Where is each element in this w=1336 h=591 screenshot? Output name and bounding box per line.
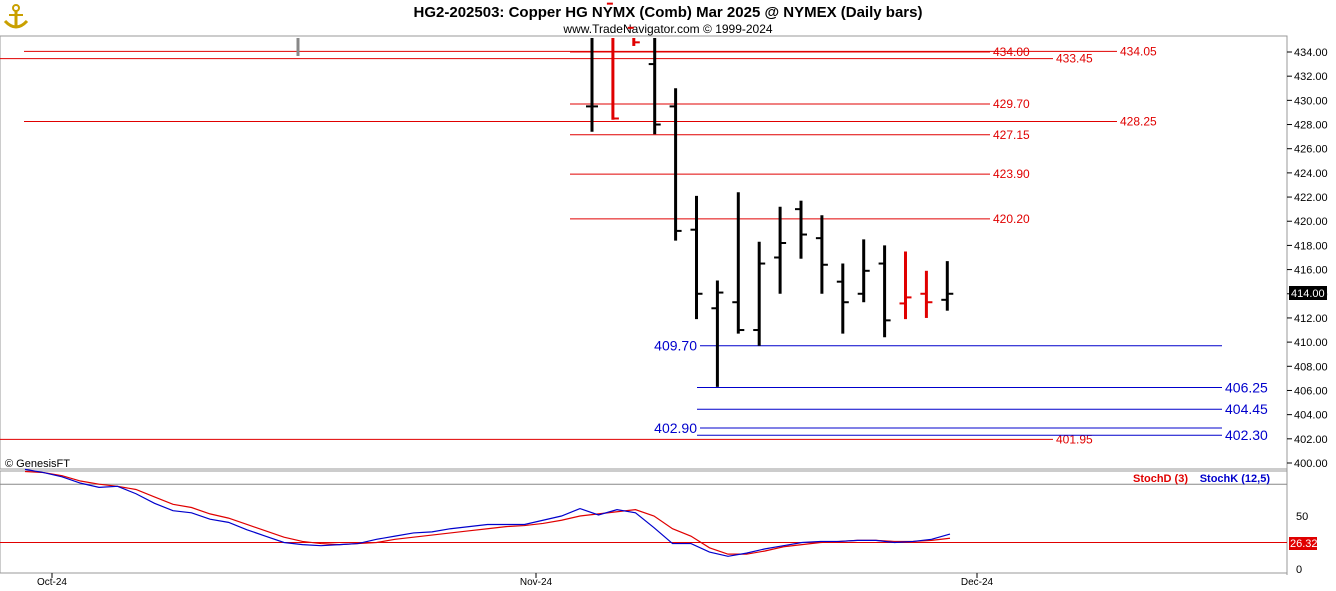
anchor-icon: [3, 4, 29, 29]
resistance-label: 433.45: [1056, 52, 1093, 66]
time-tick-label: Nov-24: [520, 577, 553, 588]
indicator-panel-frame: [0, 470, 1288, 574]
price-tick-label: 434.00: [1294, 47, 1328, 59]
resistance-label: 427.15: [993, 128, 1030, 142]
ohlc-bar: [753, 241, 766, 346]
support-label: 409.70: [654, 338, 697, 354]
chart-title: HG2-202503: Copper HG NYMX (Comb) Mar 20…: [414, 4, 923, 21]
indicator-tick-label: 50: [1296, 511, 1308, 523]
price-tick-label: 426.00: [1294, 144, 1328, 156]
ohlc-bar: [878, 245, 891, 338]
stochd-line: [24, 470, 951, 555]
price-panel-frame: [0, 35, 1288, 470]
price-bars: [586, 2, 954, 387]
chart-subtitle: www.TradeNavigator.com © 1999-2024: [562, 22, 772, 36]
time-tick-label: Oct-24: [37, 577, 67, 588]
support-label: 402.90: [654, 420, 697, 436]
price-tick-label: 408.00: [1294, 361, 1328, 373]
price-tick-label: 406.00: [1294, 385, 1328, 397]
ohlc-bar: [836, 263, 849, 334]
price-tick-label: 416.00: [1294, 265, 1328, 277]
stochk-line: [24, 468, 951, 557]
price-tick-label: 430.00: [1294, 95, 1328, 107]
price-tick-label: 428.00: [1294, 120, 1328, 132]
ohlc-bar: [606, 2, 619, 120]
price-tick-label: 404.00: [1294, 410, 1328, 422]
stochd-value: 26.32: [1290, 538, 1318, 550]
resistance-label: 429.70: [993, 97, 1030, 111]
last-price-label: 414.00: [1291, 288, 1325, 300]
ohlc-bar: [774, 206, 787, 294]
ohlc-bar: [795, 200, 807, 259]
ohlc-bar: [920, 270, 933, 318]
price-tick-label: 420.00: [1294, 216, 1328, 228]
ohlc-bar: [732, 192, 745, 334]
ohlc-bar: [711, 280, 724, 387]
resistance-label: 434.00: [993, 45, 1030, 59]
resistance-label: 420.20: [993, 212, 1030, 226]
stochastic-indicator: 0 50: [0, 468, 1308, 576]
ohlc-bar: [899, 251, 912, 320]
stochk-label: StochK (12,5): [1200, 473, 1271, 485]
price-tick-label: 412.00: [1294, 313, 1328, 325]
support-label: 404.45: [1225, 401, 1268, 417]
price-tick-label: 402.00: [1294, 434, 1328, 446]
indicator-tick-label: 0: [1296, 564, 1302, 576]
resistance-label: 423.90: [993, 167, 1030, 181]
ohlc-bar: [627, 26, 640, 46]
resistance-label: 434.05: [1120, 44, 1157, 58]
time-tick-label: Dec-24: [961, 577, 994, 588]
ohlc-bar: [669, 88, 682, 241]
ohlc-bar: [690, 195, 703, 320]
price-tick-label: 422.00: [1294, 192, 1328, 204]
price-tick-label: 424.00: [1294, 168, 1328, 180]
price-tick-label: 410.00: [1294, 337, 1328, 349]
stochd-label: StochD (3): [1133, 473, 1188, 485]
ohlc-bar: [586, 38, 598, 132]
resistance-label: 401.95: [1056, 432, 1093, 446]
ohlc-bar: [857, 239, 870, 303]
support-label: 406.25: [1225, 379, 1268, 395]
last-price-marker: 414.00: [1289, 286, 1327, 300]
stochd-value-marker: 26.32: [1289, 537, 1318, 550]
price-tick-label: 418.00: [1294, 240, 1328, 252]
price-axis: 400.00 402.00 404.00 406.00 408.00 410.00 412.…: [1287, 47, 1328, 470]
ohlc-bar: [648, 38, 661, 135]
price-tick-label: 432.00: [1294, 71, 1328, 83]
support-lines: 409.70 406.25 404.45 402.90 402.30: [654, 338, 1268, 443]
price-tick-label: 400.00: [1294, 458, 1328, 470]
ohlc-bar: [815, 215, 828, 294]
watermark: © GenesisFT: [5, 458, 70, 470]
time-axis: Oct-24 Nov-24 Dec-24: [37, 573, 994, 588]
resistance-lines: 434.05 434.00 433.45 429.70 428.25 427.15 423.…: [0, 38, 1157, 446]
resistance-label: 428.25: [1120, 115, 1157, 129]
ohlc-bar: [941, 261, 954, 311]
support-label: 402.30: [1225, 427, 1268, 443]
